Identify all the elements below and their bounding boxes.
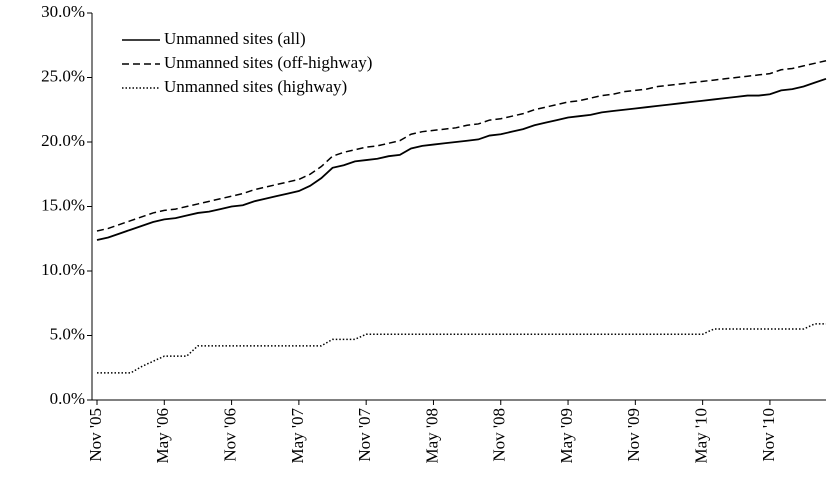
y-tick-label: 25.0% <box>41 66 85 85</box>
x-tick-label: May '09 <box>557 408 576 463</box>
y-tick-label: 30.0% <box>41 2 85 21</box>
y-tick-label: 0.0% <box>50 389 85 408</box>
y-tick-label: 15.0% <box>41 195 85 214</box>
y-tick-label: 20.0% <box>41 131 85 150</box>
series-line <box>96 59 827 232</box>
x-tick-label: Nov '10 <box>759 408 778 462</box>
y-tick-label: 10.0% <box>41 260 85 279</box>
y-tick-label: 5.0% <box>50 324 85 343</box>
x-tick-label: May '08 <box>422 408 441 463</box>
series-line <box>97 323 826 374</box>
x-tick-label: Nov '07 <box>355 408 374 462</box>
legend-label: Unmanned sites (all) <box>164 29 306 48</box>
x-tick-label: May '07 <box>288 408 307 464</box>
series-line <box>96 77 827 241</box>
x-tick-label: Nov '05 <box>86 408 105 462</box>
x-tick-label: May '10 <box>692 408 711 463</box>
x-tick-label: Nov '06 <box>220 408 239 462</box>
x-tick-label: Nov '08 <box>490 408 509 462</box>
x-tick-label: May '06 <box>153 408 172 463</box>
x-tick-label: Nov '09 <box>624 408 643 462</box>
legend-label: Unmanned sites (off-highway) <box>164 53 372 72</box>
legend-label: Unmanned sites (highway) <box>164 77 347 96</box>
